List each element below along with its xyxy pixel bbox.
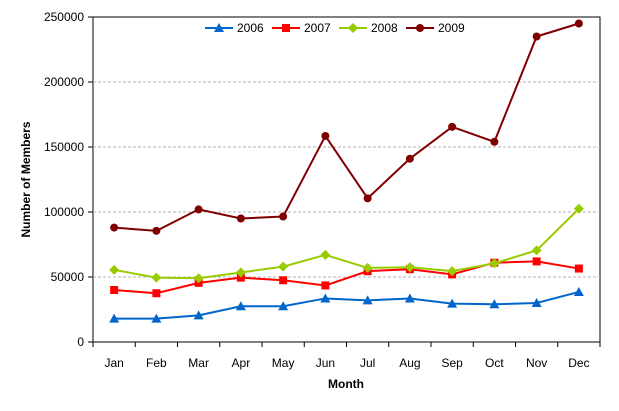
data-point-2007: [110, 286, 119, 294]
y-axis-title: Number of Members: [19, 121, 33, 237]
data-point-2008: [362, 262, 373, 273]
x-tick-label: Oct: [485, 356, 504, 370]
data-point-2009: [110, 223, 119, 232]
legend-swatch-marker: [416, 24, 424, 32]
series-line-2007: [114, 260, 580, 295]
series-line-2008: [113, 208, 580, 280]
data-point-2006: [278, 301, 289, 311]
x-tick-label: Sep: [441, 356, 463, 370]
data-point-2009: [152, 226, 161, 235]
legend-label: 2009: [438, 21, 465, 35]
x-tick-label: Mar: [188, 356, 209, 370]
data-point-2009: [574, 19, 583, 28]
data-point-2006: [320, 293, 331, 303]
data-point-2006: [362, 295, 373, 305]
y-tick-label: 250000: [44, 10, 84, 24]
data-point-2009: [363, 194, 372, 203]
y-tick-label: 0: [77, 335, 84, 349]
data-point-2006: [151, 313, 162, 323]
data-point-2009: [236, 214, 245, 223]
series-2006: [109, 286, 584, 323]
legend: 2006 2007 2008 2009: [205, 21, 465, 35]
legend-swatch-marker: [348, 23, 358, 33]
data-point-2009: [490, 137, 499, 146]
series-line-2006: [114, 290, 580, 320]
y-tick-label: 100000: [44, 205, 84, 219]
series-2008: [109, 203, 584, 284]
data-point-2007: [236, 273, 245, 282]
series-lines: [109, 19, 584, 323]
series-line-2009: [114, 22, 580, 232]
data-point-2009: [279, 212, 288, 221]
data-point-2008: [489, 258, 500, 269]
data-point-2008: [278, 261, 289, 272]
data-point-2008: [573, 203, 584, 214]
legend-label: 2006: [237, 21, 264, 35]
data-point-2009: [532, 32, 541, 41]
data-point-2006: [404, 293, 415, 303]
legend-item-2009: 2009: [406, 21, 465, 35]
legend-item-2007: 2007: [272, 21, 331, 35]
legend-item-2008: 2008: [339, 21, 398, 35]
x-tick-label: Jun: [316, 356, 335, 370]
data-point-2006: [235, 301, 246, 311]
y-tick-label: 150000: [44, 140, 84, 154]
data-point-2008: [531, 245, 542, 256]
y-tick-label: 50000: [51, 270, 85, 284]
x-tick-label: May: [272, 356, 295, 370]
legend-swatch-marker: [214, 23, 224, 32]
x-tick-label: Nov: [526, 356, 547, 370]
legend-item-2006: 2006: [205, 21, 264, 35]
data-point-2006: [193, 310, 204, 320]
legend-swatch-marker: [282, 24, 290, 32]
x-tick-label: Jan: [104, 356, 123, 370]
axes: 0 50000 100000 150000 200000 250000 Jan Feb Mar A…: [44, 10, 601, 370]
data-point-2007: [321, 281, 330, 290]
series-2009: [110, 19, 583, 235]
data-point-2008: [235, 267, 246, 278]
data-point-2008: [404, 262, 415, 273]
data-point-2008: [320, 249, 331, 260]
data-point-2009: [405, 154, 414, 163]
x-axis-title: Month: [328, 377, 364, 391]
x-tick-label: Feb: [146, 356, 167, 370]
data-point-2008: [109, 264, 120, 275]
data-point-2009: [321, 131, 330, 140]
data-point-2007: [279, 276, 288, 285]
data-point-2009: [194, 205, 203, 214]
data-point-2008: [447, 266, 458, 277]
legend-label: 2007: [304, 21, 331, 35]
data-point-2006: [109, 313, 120, 323]
data-point-2009: [448, 122, 457, 131]
data-point-2006: [489, 299, 500, 309]
data-point-2008: [151, 272, 162, 283]
legend-label: 2008: [371, 21, 398, 35]
data-point-2007: [574, 264, 583, 273]
x-tick-label: Jul: [360, 356, 375, 370]
data-point-2007: [532, 257, 541, 266]
y-tick-label: 200000: [44, 75, 84, 89]
x-tick-label: Aug: [399, 356, 420, 370]
x-tick-label: Apr: [232, 356, 251, 370]
x-tick-label: Dec: [568, 356, 589, 370]
data-point-2006: [531, 298, 542, 307]
gridlines: [93, 81, 600, 278]
data-point-2006: [573, 286, 584, 296]
data-point-2007: [152, 289, 161, 298]
data-point-2006: [447, 298, 458, 308]
data-point-2008: [193, 273, 204, 284]
